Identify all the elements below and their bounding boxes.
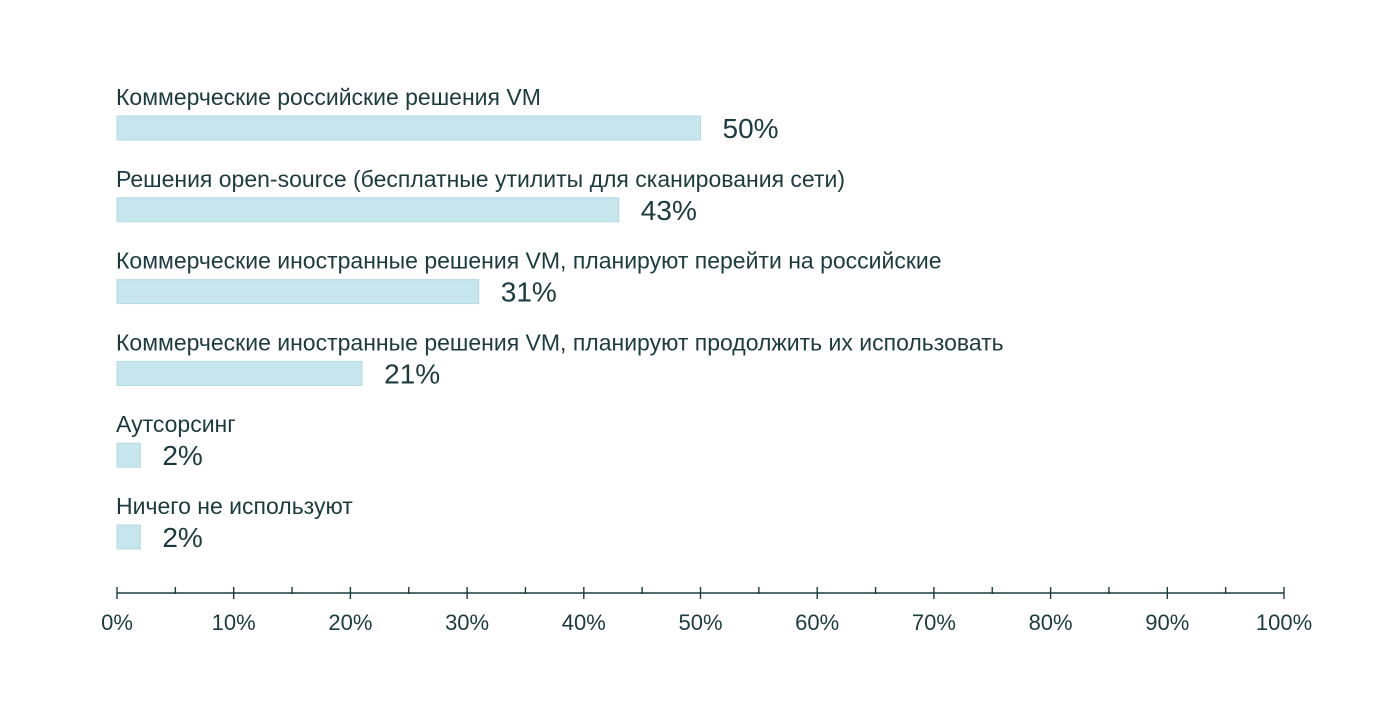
bar-row: Аутсорсинг 2% — [116, 411, 236, 471]
x-tick-label: 80% — [1029, 610, 1073, 635]
value-label: 2% — [162, 440, 202, 471]
bar — [116, 524, 141, 550]
x-tick-label: 100% — [1256, 610, 1312, 635]
x-tick-label: 50% — [678, 610, 722, 635]
bar-row: Решения open-source (бесплатные утилиты … — [116, 166, 845, 226]
bar-row: Ничего не используют 2% — [116, 493, 353, 553]
value-label: 50% — [723, 113, 779, 144]
category-label: Решения open-source (бесплатные утилиты … — [116, 166, 845, 192]
bar-row: Коммерческие иностранные решения VM, пла… — [116, 329, 1004, 389]
value-label: 21% — [384, 358, 440, 389]
category-label: Ничего не используют — [116, 493, 353, 519]
value-label: 43% — [641, 195, 697, 226]
bar — [116, 115, 701, 141]
bar — [116, 197, 620, 223]
x-tick-label: 20% — [328, 610, 372, 635]
bar — [116, 279, 480, 305]
bar — [116, 360, 363, 386]
bar-row: Коммерческие российские решения VM 50% — [116, 84, 779, 144]
x-tick-label: 10% — [212, 610, 256, 635]
bars-layer: Коммерческие российские решения VM 50% Реш… — [116, 84, 1004, 553]
x-axis: 0% 10% 20% 30% 40% 50% 60% 70% 80% 90% 100% — [101, 587, 1312, 635]
bar-row: Коммерческие иностранные решения VM, пла… — [116, 248, 942, 308]
category-label: Аутсорсинг — [116, 411, 236, 437]
x-tick-label: 30% — [445, 610, 489, 635]
category-label: Коммерческие иностранные решения VM, пла… — [116, 248, 942, 274]
x-tick-label: 40% — [562, 610, 606, 635]
x-tick-label: 90% — [1145, 610, 1189, 635]
x-tick-label: 70% — [912, 610, 956, 635]
x-tick-label: 60% — [795, 610, 839, 635]
value-label: 2% — [162, 522, 202, 553]
category-label: Коммерческие иностранные решения VM, пла… — [116, 329, 1004, 355]
bar — [116, 442, 141, 468]
category-label: Коммерческие российские решения VM — [116, 84, 541, 110]
x-tick-label: 0% — [101, 610, 133, 635]
value-label: 31% — [501, 277, 557, 308]
